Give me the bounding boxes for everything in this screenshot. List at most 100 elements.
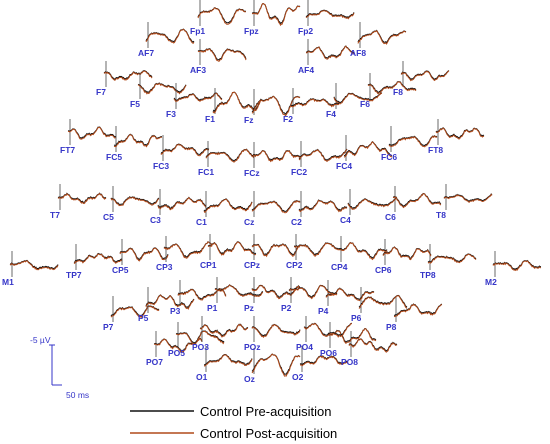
channel-f1 [212,88,262,114]
trace-post-acquisition [175,330,225,345]
channel-label: AF4 [298,65,314,75]
trace-post-acquisition [327,328,377,344]
trace-post-acquisition [103,70,153,81]
trace-post-acquisition [305,45,355,60]
trace-post-acquisition [251,95,301,117]
trace-pre-acquisition [298,199,348,212]
channel-label: FT7 [60,145,75,155]
trace-post-acquisition [203,198,253,213]
trace-pre-acquisition [305,9,355,19]
channel-label: M1 [2,277,14,287]
scale-bar-time-label: 50 ms [66,390,89,400]
trace-pre-acquisition [214,284,264,296]
channel-label: F6 [360,99,370,109]
channel-f6 [367,73,417,99]
channel-label: Fpz [244,26,259,36]
trace-post-acquisition [393,303,443,318]
channel-p6 [358,287,408,313]
traces-layer [9,0,542,377]
trace-post-acquisition [205,148,255,163]
channel-label: P8 [386,322,397,332]
channel-f3 [173,83,223,109]
trace-post-acquisition [343,141,393,158]
trace-pre-acquisition [347,197,397,209]
trace-pre-acquisition [163,241,213,258]
channel-af3 [197,39,247,65]
channel-label: F3 [166,109,176,119]
trace-post-acquisition [110,305,160,319]
trace-pre-acquisition [400,70,450,81]
trace-post-acquisition [303,323,352,338]
channel-cp3 [163,236,213,262]
channel-poz [251,316,301,342]
legend: Control Pre-acquisition Control Post-acq… [130,404,337,441]
trace-post-acquisition [197,7,246,25]
trace-pre-acquisition [367,80,417,93]
trace-post-acquisition [251,2,301,27]
channel-label: FC5 [106,152,122,162]
channel-label: AF7 [138,48,154,58]
channel-tp7 [73,244,123,270]
trace-post-acquisition [367,81,417,95]
channel-label: T7 [50,210,60,220]
trace-pre-acquisition [203,353,253,366]
channel-label: P1 [207,303,218,313]
channel-af4 [305,39,355,65]
channel-p8 [393,296,443,322]
legend-label-post: Control Post-acquisition [200,426,337,441]
trace-post-acquisition [173,92,223,103]
channel-label: C4 [340,215,351,225]
scale-bar-amplitude-label: -5 µV [30,335,51,345]
channel-f4 [333,83,383,109]
channel-label: F4 [326,109,336,119]
channel-label: PO8 [341,357,358,367]
trace-post-acquisition [251,150,301,163]
trace-post-acquisition [400,70,450,82]
trace-pre-acquisition [145,28,195,43]
channel-label: C6 [385,212,396,222]
channel-label: F2 [283,114,293,124]
channel-label: PO6 [320,348,337,358]
trace-post-acquisition [299,355,349,367]
channel-f5 [137,73,187,99]
channel-label: P4 [318,306,329,316]
channel-m2 [492,251,542,277]
channel-label: P7 [103,322,114,332]
channel-label: FC6 [381,152,397,162]
trace-pre-acquisition [443,193,493,202]
trace-post-acquisition [427,253,477,264]
channel-label: T8 [436,210,446,220]
channel-label: CP3 [156,262,173,272]
trace-post-acquisition [214,284,264,298]
trace-post-acquisition [160,143,210,157]
trace-post-acquisition [305,10,355,20]
trace-pre-acquisition [113,133,162,147]
trace-pre-acquisition [393,192,442,207]
channel-t8 [443,184,493,210]
trace-post-acquisition [119,247,169,262]
trace-post-acquisition [207,241,257,256]
channel-po3 [199,316,249,342]
channel-p3 [177,280,227,306]
channel-pz [251,277,300,303]
trace-post-acquisition [9,260,59,271]
channel-label: PO7 [146,357,163,367]
legend-label-pre: Control Pre-acquisition [200,404,332,419]
trace-post-acquisition [197,48,247,62]
trace-post-acquisition [338,242,388,261]
channel-label: CP5 [112,265,129,275]
trace-post-acquisition [199,323,249,338]
labels-layer: Fp1 Fpz Fp2 AF7 AF8 AF3 AF4 F7 F8 F5 F6 F3 F4 F1 Fz F2 F… [2,26,497,384]
trace-post-acquisition [73,253,123,265]
trace-post-acquisition [358,295,408,309]
trace-post-acquisition [298,149,348,162]
channel-cz [251,191,301,217]
channel-label: Fp2 [298,26,313,36]
trace-pre-acquisition [327,327,377,343]
trace-post-acquisition [443,193,493,203]
channel-cp2 [293,234,343,260]
channel-c4 [347,189,397,215]
trace-post-acquisition [251,285,300,300]
trace-post-acquisition [212,91,262,114]
